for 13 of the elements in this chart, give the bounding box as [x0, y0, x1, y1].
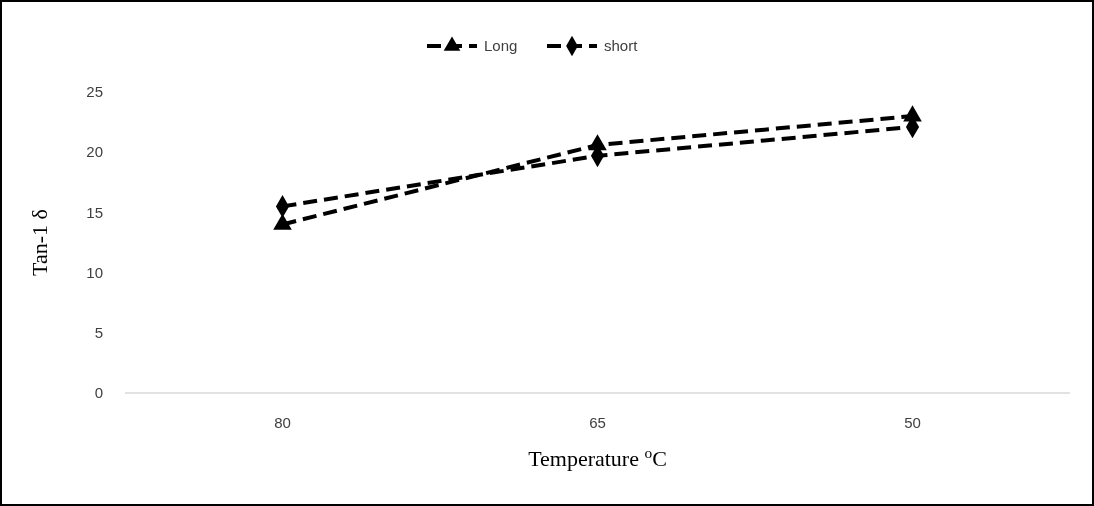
legend-label: Long [484, 37, 518, 55]
x-axis-title: Temperature $^{o}$C [528, 443, 667, 471]
legend-label: short [604, 37, 639, 55]
y-axis-title: Tan-1 δ [27, 209, 52, 276]
x-tick-label: 65 [589, 414, 606, 431]
y-tick-label: 25 [86, 83, 103, 101]
x-tick-label: 50 [904, 414, 921, 431]
y-tick-label: 5 [94, 324, 103, 342]
x-tick-label: 80 [274, 414, 291, 431]
y-tick-label: 20 [86, 143, 103, 161]
y-tick-label: 0 [94, 384, 103, 402]
y-tick-label: 15 [86, 203, 103, 221]
y-tick-label: 10 [86, 263, 103, 281]
